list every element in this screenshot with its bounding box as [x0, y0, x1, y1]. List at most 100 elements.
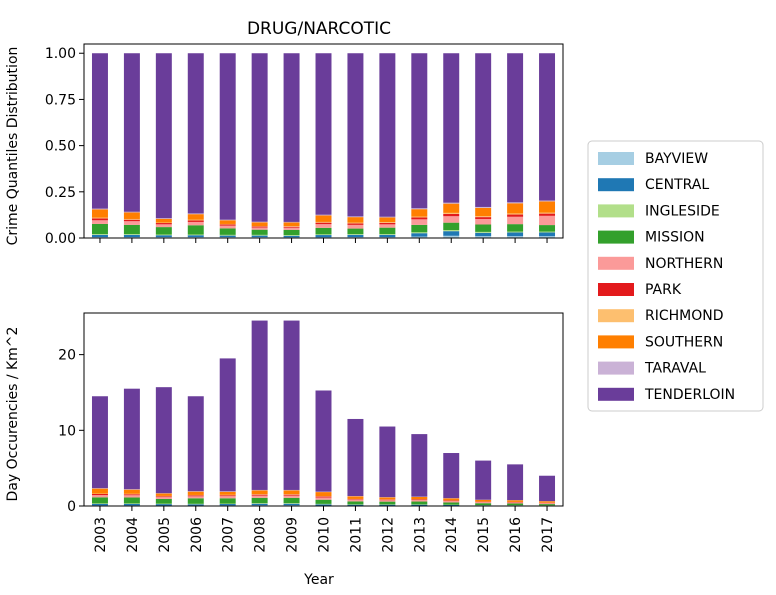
legend-swatch-park — [598, 283, 634, 296]
bar-tenderloin-2010 — [316, 53, 332, 214]
legend-label-taraval: TARAVAL — [644, 361, 706, 377]
x-tick-label: 2015 — [476, 517, 492, 553]
bar-southern-2005 — [156, 494, 172, 496]
bar-northern-2011 — [347, 225, 363, 229]
bar-ingleside-2014 — [443, 230, 459, 231]
bar-northern-2012 — [379, 500, 395, 501]
bar-ingleside-2009 — [284, 235, 300, 236]
bar-central-2012 — [379, 505, 395, 506]
bar-central-2013 — [411, 233, 427, 236]
bar-park-2007 — [220, 495, 236, 496]
bar-park-2009 — [284, 227, 300, 228]
bar-richmond-2010 — [316, 222, 332, 223]
bar-northern-2017 — [539, 503, 555, 504]
bar-mission-2005 — [156, 499, 172, 504]
bar-taraval-2016 — [507, 202, 523, 203]
bar-central-2005 — [156, 504, 172, 505]
bar-richmond-2007 — [220, 224, 236, 225]
bar-southern-2010 — [316, 492, 332, 496]
bar-central-2007 — [220, 236, 236, 237]
x-tick-label: 2012 — [380, 517, 396, 553]
bar-mission-2009 — [284, 230, 300, 235]
bar-southern-2012 — [379, 497, 395, 499]
bar-richmond-2011 — [347, 223, 363, 224]
x-tick-label: 2008 — [253, 517, 269, 553]
bar-southern-2006 — [188, 492, 204, 495]
bar-tenderloin-2011 — [347, 53, 363, 216]
bar-taraval-2007 — [220, 220, 236, 221]
bar-mission-2017 — [539, 504, 555, 505]
bar-tenderloin-2004 — [124, 389, 140, 490]
bar-southern-2007 — [220, 220, 236, 224]
bar-mission-2005 — [156, 227, 172, 234]
legend-swatch-central — [598, 178, 634, 191]
legend: BAYVIEWCENTRALINGLESIDEMISSIONNORTHERNPA… — [588, 141, 763, 411]
bar-ingleside-2005 — [156, 234, 172, 235]
bar-ingleside-2004 — [124, 234, 140, 235]
bar-central-2005 — [156, 235, 172, 237]
bar-ingleside-2012 — [379, 234, 395, 235]
bar-taraval-2009 — [284, 222, 300, 223]
bar-central-2011 — [347, 235, 363, 237]
chart-title: DRUG/NARCOTIC — [247, 19, 391, 39]
bar-tenderloin-2014 — [443, 53, 459, 202]
bar-tenderloin-2007 — [220, 53, 236, 219]
bar-southern-2010 — [316, 215, 332, 221]
bar-taraval-2017 — [539, 200, 555, 201]
bar-northern-2011 — [347, 500, 363, 502]
bar-park-2012 — [379, 223, 395, 224]
y-tick-label: 20 — [58, 348, 76, 364]
bar-park-2004 — [124, 220, 140, 221]
bar-ingleside-2015 — [475, 232, 491, 233]
bar-tenderloin-2013 — [411, 53, 427, 208]
bar-northern-2005 — [156, 224, 172, 227]
bar-central-2006 — [188, 504, 204, 505]
bar-northern-2009 — [284, 496, 300, 498]
x-tick-label: 2011 — [348, 517, 364, 553]
bar-richmond-2003 — [92, 218, 108, 219]
bar-park-2009 — [284, 495, 300, 496]
bar-park-2010 — [316, 223, 332, 224]
bar-richmond-2005 — [156, 222, 172, 223]
bar-central-2008 — [252, 504, 268, 506]
bar-mission-2010 — [316, 228, 332, 234]
bar-ingleside-2009 — [284, 503, 300, 504]
bar-taraval-2006 — [188, 213, 204, 214]
bar-park-2006 — [188, 220, 204, 221]
bar-ingleside-2011 — [347, 234, 363, 235]
bar-tenderloin-2009 — [284, 53, 300, 222]
bar-mission-2010 — [316, 500, 332, 504]
bar-southern-2008 — [252, 222, 268, 226]
bar-tenderloin-2012 — [379, 427, 395, 498]
bar-park-2010 — [316, 497, 332, 498]
x-tick-label: 2016 — [508, 517, 524, 553]
bar-taraval-2008 — [252, 222, 268, 223]
bar-southern-2007 — [220, 492, 236, 495]
legend-label-ingleside: INGLESIDE — [645, 203, 720, 219]
bar-mission-2017 — [539, 225, 555, 231]
x-tick-label: 2010 — [317, 517, 333, 553]
bar-tenderloin-2015 — [475, 461, 491, 500]
bar-mission-2014 — [443, 502, 459, 504]
bar-central-2010 — [316, 504, 332, 505]
bar-mission-2015 — [475, 503, 491, 505]
bar-southern-2008 — [252, 490, 268, 494]
bar-mission-2006 — [188, 498, 204, 504]
bar-park-2011 — [347, 223, 363, 224]
bar-ingleside-2013 — [411, 232, 427, 233]
bar-tenderloin-2013 — [411, 434, 427, 497]
y-tick-label: 0.75 — [45, 92, 76, 108]
bar-southern-2003 — [92, 489, 108, 494]
bar-park-2003 — [92, 494, 108, 495]
bar-taraval-2011 — [347, 216, 363, 217]
bar-southern-2013 — [411, 209, 427, 216]
top-panel: 0.000.250.500.751.00 — [45, 44, 563, 247]
y-tick-label: 0 — [67, 499, 76, 515]
legend-swatch-northern — [598, 257, 634, 270]
bar-tenderloin-2007 — [220, 358, 236, 491]
bar-central-2012 — [379, 235, 395, 237]
bar-taraval-2014 — [443, 203, 459, 204]
bar-southern-2013 — [411, 497, 427, 499]
bar-northern-2004 — [124, 495, 140, 497]
bar-taraval-2012 — [379, 217, 395, 218]
